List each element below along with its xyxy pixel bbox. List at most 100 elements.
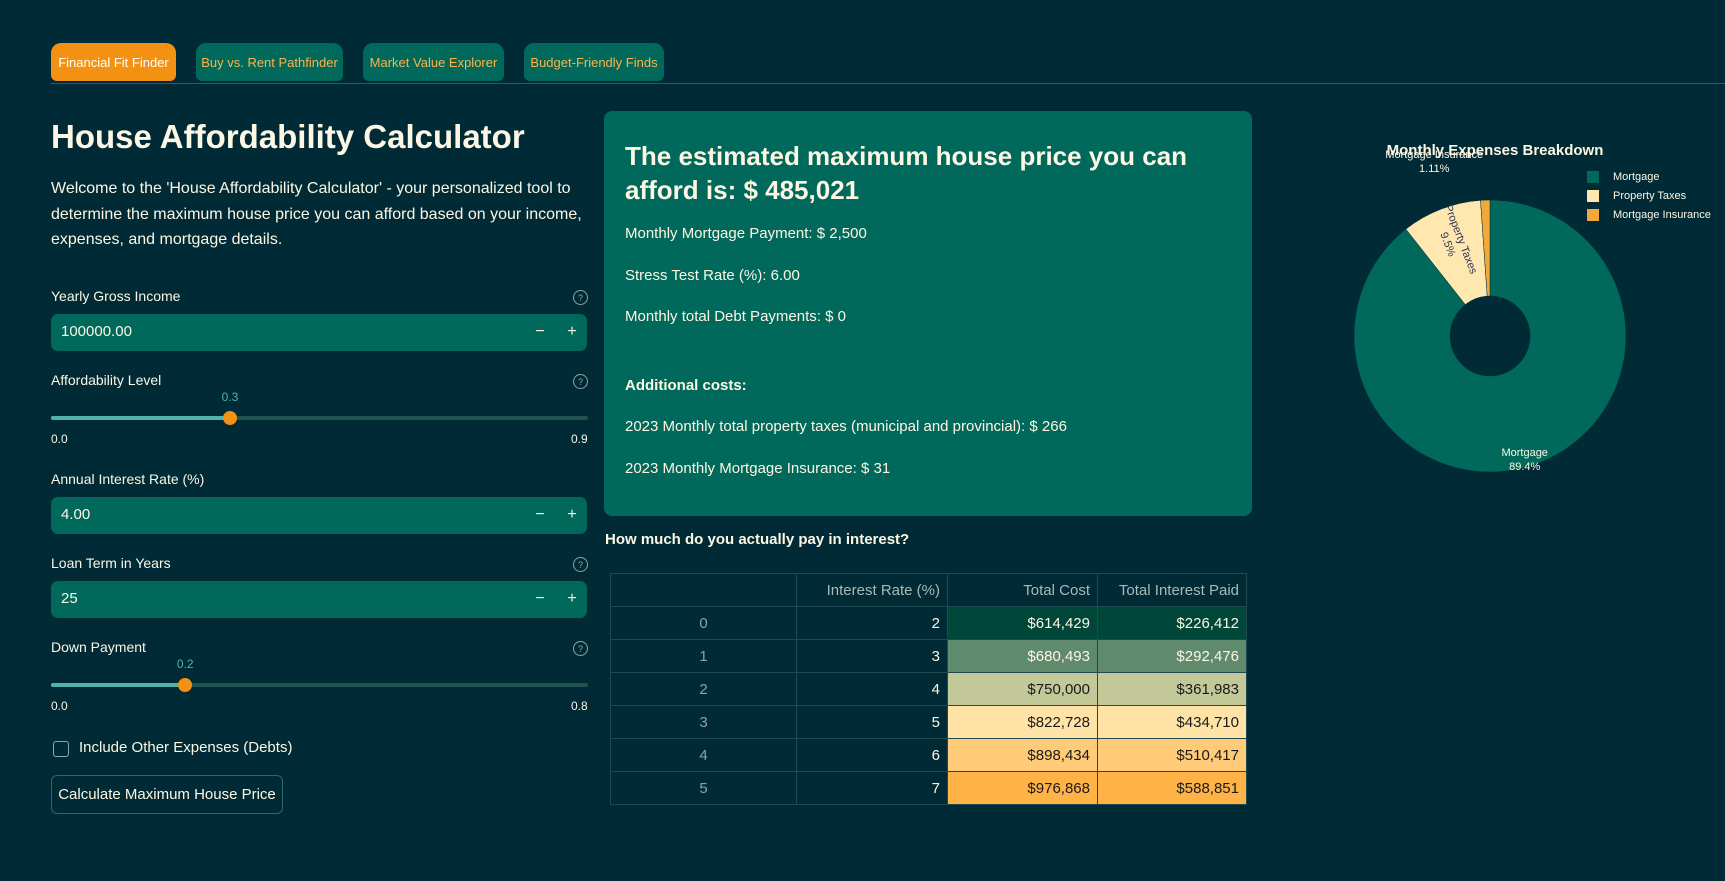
affordability-slider[interactable]: 0.3 [51, 390, 588, 425]
income-input[interactable]: 100000.00 − + [51, 314, 587, 351]
loan-term-increment-button[interactable]: + [567, 590, 577, 607]
interest-rate-cell: 7 [796, 771, 948, 805]
result-card: The estimated maximum house price you ca… [604, 111, 1252, 516]
pie-slice-mortgage-insurance[interactable] [1480, 199, 1491, 297]
total-cost-cell: $680,493 [947, 639, 1098, 673]
down-payment-slider-thumb[interactable] [178, 678, 193, 692]
chart-title: Monthly Expenses Breakdown [1386, 142, 1604, 159]
affordability-slider-fill [51, 416, 230, 420]
row-index-cell: 3 [610, 705, 797, 739]
interest-table: Interest Rate (%) Total Cost Total Inter… [610, 573, 1247, 805]
total-cost-cell: $614,429 [947, 606, 1098, 640]
loan-term-value[interactable]: 25 [61, 590, 78, 607]
calculate-button[interactable]: Calculate Maximum House Price [51, 775, 283, 814]
additional-costs-heading: Additional costs: [625, 377, 747, 394]
mortgage-insurance-text: 2023 Monthly Mortgage Insurance: $ 31 [625, 460, 891, 477]
row-index-cell: 5 [610, 771, 797, 805]
slice-label-pct: 89.4% [1509, 461, 1541, 474]
loan-term-label: Loan Term in Years [51, 555, 171, 571]
total-cost-cell: $822,728 [947, 705, 1098, 739]
table-row: 1 3 $680,493 $292,476 [610, 639, 1247, 673]
slice-label-pct: 1.11% [1419, 163, 1450, 176]
other-expenses-label[interactable]: Include Other Expenses (Debts) [79, 739, 293, 756]
row-index-cell: 0 [610, 606, 797, 640]
legend-item[interactable]: Mortgage Insurance [1587, 205, 1711, 224]
slice-label-name: Mortgage Insurance [1385, 149, 1484, 162]
affordability-min: 0.0 [51, 432, 68, 446]
down-payment-help-icon[interactable]: ? [573, 641, 588, 656]
table-row: 0 2 $614,429 $226,412 [610, 606, 1247, 640]
loan-term-help-icon[interactable]: ? [573, 557, 588, 572]
interest-table-title: How much do you actually pay in interest… [605, 531, 910, 548]
total-interest-cell: $226,412 [1097, 606, 1247, 640]
tab-bar: Financial Fit Finder Buy vs. Rent Pathfi… [51, 43, 1725, 84]
income-decrement-button[interactable]: − [535, 323, 545, 340]
tab-budget-friendly-finds[interactable]: Budget-Friendly Finds [524, 43, 664, 81]
income-value[interactable]: 100000.00 [61, 323, 132, 340]
affordability-slider-thumb[interactable] [223, 411, 237, 425]
interest-rate-cell: 4 [796, 672, 948, 706]
monthly-payment-text: Monthly Mortgage Payment: $ 2,500 [625, 225, 867, 242]
total-cost-cell: $898,434 [947, 738, 1098, 772]
interest-rate-increment-button[interactable]: + [567, 506, 577, 523]
income-help-icon[interactable]: ? [573, 290, 588, 305]
interest-rate-cell: 3 [796, 639, 948, 673]
total-interest-cell: $361,983 [1097, 672, 1247, 706]
legend-swatch [1587, 208, 1599, 221]
table-row: 2 4 $750,000 $361,983 [610, 672, 1247, 706]
tab-market-value-explorer[interactable]: Market Value Explorer [363, 43, 504, 81]
down-payment-current-value: 0.2 [176, 657, 194, 671]
affordability-current-value: 0.3 [221, 390, 239, 404]
other-expenses-checkbox[interactable] [53, 741, 69, 757]
income-label: Yearly Gross Income [51, 288, 181, 304]
table-header-total-cost: Total Cost [947, 573, 1098, 607]
slice-label-mortgage: Mortgage 89.4% [1465, 446, 1585, 474]
chart-legend: Mortgage Property Taxes Mortgage Insurance [1587, 167, 1711, 224]
page-title: House Affordability Calculator [51, 118, 525, 155]
affordability-label: Affordability Level [51, 372, 162, 388]
affordability-help-icon[interactable]: ? [573, 374, 588, 389]
interest-rate-cell: 5 [796, 705, 948, 739]
interest-rate-value[interactable]: 4.00 [61, 506, 91, 523]
total-cost-cell: $976,868 [947, 771, 1098, 805]
pie-slice-mortgage[interactable] [1353, 199, 1627, 473]
stress-rate-text: Stress Test Rate (%): 6.00 [625, 267, 800, 284]
down-payment-slider[interactable]: 0.2 [51, 657, 588, 692]
property-taxes-text: 2023 Monthly total property taxes (munic… [625, 418, 1067, 435]
tab-financial-fit-finder[interactable]: Financial Fit Finder [51, 43, 176, 81]
income-increment-button[interactable]: + [567, 323, 577, 340]
expenses-chart: Monthly Expenses Breakdown Mortgage Prope… [1280, 130, 1725, 500]
interest-rate-decrement-button[interactable]: − [535, 506, 545, 523]
total-cost-cell: $750,000 [947, 672, 1098, 706]
table-row: 5 7 $976,868 $588,851 [610, 771, 1247, 805]
down-payment-min: 0.0 [51, 699, 68, 713]
interest-rate-label: Annual Interest Rate (%) [51, 471, 205, 487]
legend-label: Property Taxes [1613, 189, 1687, 202]
interest-rate-cell: 6 [796, 738, 948, 772]
legend-label: Mortgage [1613, 170, 1660, 183]
interest-rate-input[interactable]: 4.00 − + [51, 497, 587, 534]
total-interest-cell: $510,417 [1097, 738, 1247, 772]
debt-payments-text: Monthly total Debt Payments: $ 0 [625, 308, 846, 325]
row-index-cell: 2 [610, 672, 797, 706]
tab-buy-vs-rent[interactable]: Buy vs. Rent Pathfinder [196, 43, 343, 81]
down-payment-slider-fill [51, 683, 186, 687]
total-interest-cell: $588,851 [1097, 771, 1247, 805]
max-price-headline: The estimated maximum house price you ca… [625, 141, 1188, 205]
interest-rate-cell: 2 [796, 606, 948, 640]
down-payment-max: 0.8 [571, 699, 588, 713]
affordability-max: 0.9 [571, 432, 588, 446]
slice-label-mortgage-insurance: Mortgage Insurance 1.11% [1374, 148, 1494, 176]
total-interest-cell: $292,476 [1097, 639, 1247, 673]
legend-swatch [1587, 170, 1599, 183]
table-header-rate: Interest Rate (%) [796, 573, 948, 607]
intro-text: Welcome to the 'House Affordability Calc… [51, 180, 582, 248]
pie-svg [1353, 199, 1627, 473]
legend-label: Mortgage Insurance [1613, 208, 1711, 221]
legend-item[interactable]: Property Taxes [1587, 186, 1711, 205]
loan-term-decrement-button[interactable]: − [535, 590, 545, 607]
slice-label-name: Mortgage [1501, 447, 1548, 460]
loan-term-input[interactable]: 25 − + [51, 581, 587, 618]
legend-item[interactable]: Mortgage [1587, 167, 1711, 186]
table-header-total-interest: Total Interest Paid [1097, 573, 1247, 607]
